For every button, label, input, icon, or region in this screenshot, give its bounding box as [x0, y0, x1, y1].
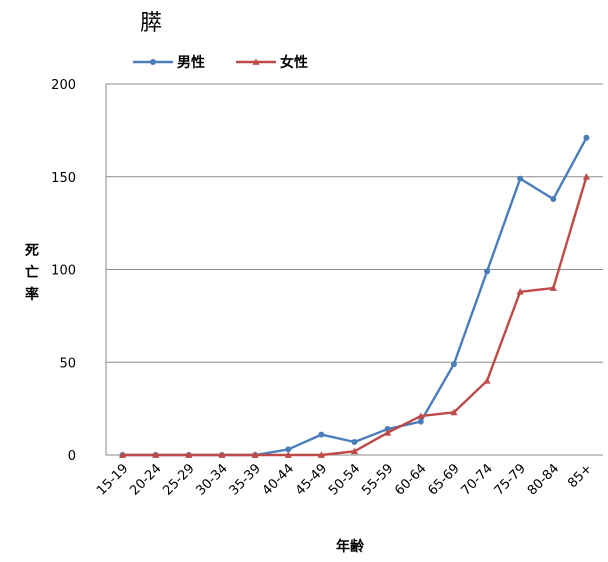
- series-line: [122, 176, 588, 457]
- data-point: [483, 377, 491, 384]
- x-tick-label: 45-49: [293, 461, 330, 498]
- y-tick-label: 200: [51, 78, 76, 93]
- data-point: [318, 431, 325, 438]
- data-point: [517, 175, 524, 182]
- chart-title: 膵: [140, 11, 162, 36]
- data-point: [350, 447, 359, 455]
- data-point: [284, 451, 292, 458]
- x-tick-label: 35-39: [227, 461, 264, 498]
- series-line: [122, 137, 588, 457]
- legend-label: 女性: [280, 54, 308, 71]
- y-axis-title-char: 率: [25, 286, 39, 303]
- x-tick-label: 40-44: [260, 461, 297, 498]
- data-point: [582, 173, 591, 180]
- x-tick-label: 60-64: [392, 461, 429, 498]
- y-tick-label: 100: [51, 264, 76, 279]
- x-tick-label: 70-74: [459, 461, 496, 498]
- gridlines: [106, 83, 603, 363]
- x-tick-label: 65-69: [425, 461, 462, 498]
- data-point: [384, 429, 392, 436]
- legend-item: 男性: [133, 54, 205, 71]
- data-point: [450, 408, 458, 416]
- data-point: [417, 418, 424, 425]
- data-point: [450, 361, 457, 368]
- data-point: [516, 288, 524, 295]
- series: [118, 134, 591, 458]
- legend-marker: [150, 59, 156, 65]
- x-tick-label: 55-59: [359, 461, 396, 498]
- x-tick-label: 80-84: [525, 461, 562, 498]
- y-axis-title-char: 死: [24, 243, 39, 259]
- x-tick-label: 25-29: [160, 461, 197, 498]
- data-point: [218, 451, 226, 458]
- legend-marker: [252, 58, 260, 65]
- x-tick-labels: 15-1920-2425-2930-3435-3940-4445-4950-54…: [94, 461, 595, 498]
- data-point: [185, 451, 193, 458]
- data-point: [384, 426, 391, 433]
- x-tick-label: 30-34: [193, 461, 230, 498]
- data-point: [549, 284, 557, 291]
- x-tick-label: 20-24: [127, 461, 164, 498]
- data-point: [351, 439, 358, 446]
- data-point: [583, 134, 590, 141]
- series-triangle: [118, 173, 591, 458]
- data-point: [550, 196, 557, 203]
- x-tick-label: 50-54: [326, 461, 363, 498]
- x-axis-title: 年齢: [336, 538, 365, 555]
- x-tick-label: 85+: [565, 461, 595, 491]
- data-point: [417, 412, 425, 419]
- y-tick-label: 50: [59, 356, 76, 371]
- y-tick-label: 0: [68, 449, 76, 464]
- y-tick-label: 150: [51, 171, 76, 186]
- y-axis-title: 死亡率: [24, 243, 39, 303]
- data-point: [251, 451, 259, 458]
- y-axis-title-char: 亡: [25, 264, 39, 281]
- legend-label: 男性: [177, 54, 205, 71]
- data-point: [484, 268, 491, 275]
- data-point: [317, 451, 325, 458]
- legend: 男性 女性: [133, 54, 308, 71]
- data-point: [118, 451, 127, 458]
- y-tick-labels: 0 50 100 150 200: [51, 78, 76, 464]
- x-tick-label: 75-79: [492, 461, 529, 498]
- x-tick-label: 15-19: [94, 461, 131, 498]
- data-point: [152, 451, 160, 458]
- legend-item: 女性: [236, 54, 308, 71]
- data-point: [285, 446, 292, 453]
